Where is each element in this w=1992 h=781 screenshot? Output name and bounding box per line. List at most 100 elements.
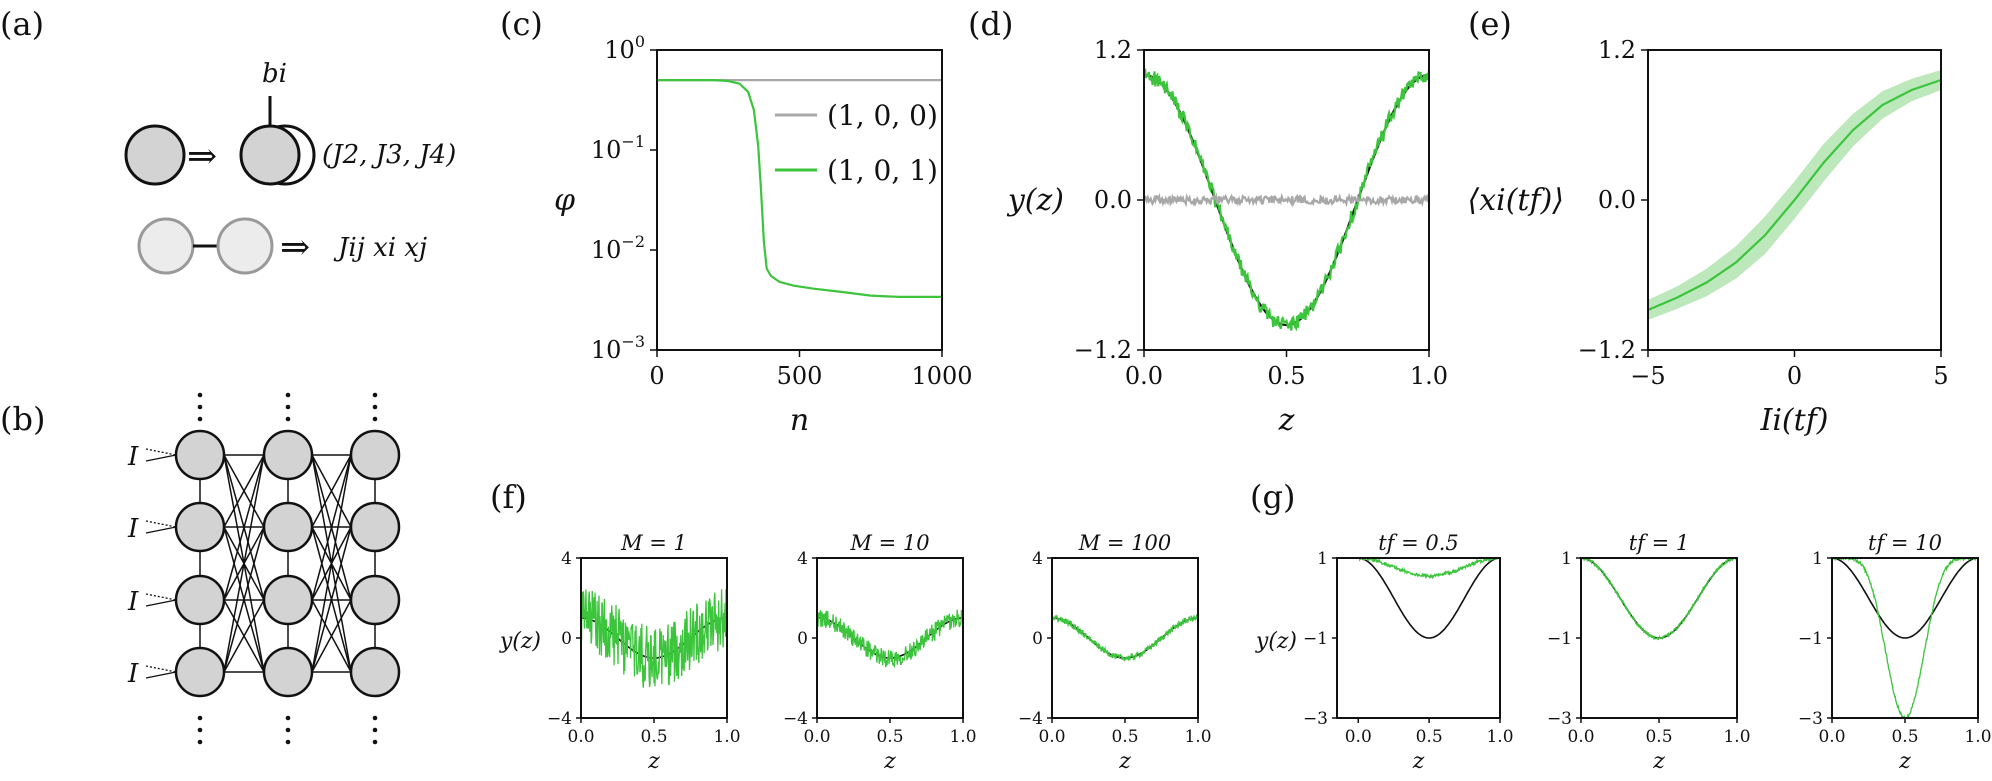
chart-d: 0.0 0.5 1.0−1.20.01.2zy(z) xyxy=(1006,36,1448,438)
x-tick-label: 1000 xyxy=(911,362,972,390)
x-axis-label: z xyxy=(1118,749,1131,774)
x-axis-label: z xyxy=(647,749,660,774)
network-edge xyxy=(311,599,352,673)
input-label: I xyxy=(127,659,139,689)
ellipsis-dot xyxy=(372,404,378,410)
input-arrow xyxy=(145,526,177,534)
y-tick-label: 10−1 xyxy=(591,132,645,164)
network-node xyxy=(262,501,314,553)
ellipsis-dot xyxy=(285,727,291,733)
ellipsis-dot xyxy=(197,715,203,721)
series-target xyxy=(1358,558,1500,639)
x-tick-label: 0.0 xyxy=(1567,727,1594,747)
x-tick-label: 0.5 xyxy=(1645,727,1672,747)
x-tick-label: 500 xyxy=(777,362,823,390)
diagram-b: I I I I xyxy=(127,392,401,745)
plot-area xyxy=(1648,70,1941,320)
axes-frame xyxy=(656,49,943,351)
axes-frame xyxy=(816,557,964,719)
series-output xyxy=(1358,558,1500,580)
panel-label-d: (d) xyxy=(968,5,1013,43)
input-arrow xyxy=(145,448,177,456)
y-tick-label: 100 xyxy=(604,32,645,64)
ellipsis-dot xyxy=(285,715,291,721)
ellipsis-dot xyxy=(197,392,203,398)
ellipsis-dot xyxy=(285,392,291,398)
x-tick-label: 1.0 xyxy=(1184,727,1211,747)
chart-g2: 0.0 0.5 1.0 1 −1 −3 z tf = 1 xyxy=(1547,531,1751,774)
y-axis-label: φ xyxy=(554,183,575,218)
series-output xyxy=(581,589,727,688)
series-target xyxy=(1832,558,1978,639)
legend-label: (1, 0, 1) xyxy=(827,154,938,187)
node-biased xyxy=(239,124,301,186)
y-tick-exponent: 0 xyxy=(635,32,645,51)
x-axis-label: z xyxy=(1898,749,1911,774)
network-edge xyxy=(311,526,352,673)
y-tick-label: 4 xyxy=(1032,549,1043,569)
ellipsis-dot xyxy=(197,739,203,745)
x-axis-label: z xyxy=(1652,749,1665,774)
y-tick-label: 1 xyxy=(1561,549,1572,569)
series-output xyxy=(817,609,963,669)
series-output xyxy=(1832,558,1978,718)
x-tick-label: 1.0 xyxy=(1410,362,1448,390)
network-edge xyxy=(223,526,265,673)
input-arrow xyxy=(145,520,177,528)
input-arrow xyxy=(145,599,177,607)
x-tick-label: 0.0 xyxy=(1038,727,1065,747)
series-trained xyxy=(1144,68,1429,332)
panel-label-e: (e) xyxy=(1468,5,1512,43)
x-tick-label: 0.5 xyxy=(1891,727,1918,747)
implies-arrow-icon: ⇒ xyxy=(187,136,217,177)
input-arrow xyxy=(145,454,177,462)
series-target xyxy=(1581,558,1737,639)
ellipsis-dot xyxy=(285,404,291,410)
ellipsis-dot xyxy=(372,416,378,422)
series--1-0-1- xyxy=(657,79,942,298)
y-tick-label: −1 xyxy=(1798,629,1823,649)
input-label: I xyxy=(127,442,139,472)
chart-f3: 0.0 0.5 1.0 4 0 −4 z M = 100 xyxy=(1018,531,1212,774)
network-node xyxy=(174,646,226,698)
ellipsis-dot xyxy=(197,727,203,733)
network-edge xyxy=(223,454,265,601)
x-axis-label: n xyxy=(790,403,809,438)
diagram-a: ⇒ bi (J2, J3, J4) ⇒ Jij xi xj xyxy=(124,59,456,275)
y-tick-label: −1.2 xyxy=(1578,336,1636,364)
pair-label: Jij xi xj xyxy=(333,233,427,263)
x-tick-label: 0.5 xyxy=(1267,362,1305,390)
y-tick-label: 0.0 xyxy=(1598,186,1636,214)
x-tick-label: 0 xyxy=(649,362,664,390)
x-tick-label: 1.0 xyxy=(949,727,976,747)
y-tick-label: 1 xyxy=(1812,549,1823,569)
ellipsis-dot xyxy=(197,404,203,410)
confidence-band xyxy=(1648,70,1941,320)
y-tick-label: −3 xyxy=(1547,709,1572,729)
legend-label: (1, 0, 0) xyxy=(827,99,938,132)
network-node xyxy=(262,429,314,481)
network-edge xyxy=(223,454,265,528)
network-node xyxy=(174,501,226,553)
y-axis-label: y(z) xyxy=(1006,183,1064,218)
chart-title: tf = 1 xyxy=(1629,531,1690,555)
plot-area xyxy=(1832,558,1978,718)
y-tick-label: 1.2 xyxy=(1598,36,1636,64)
x-tick-label: 0.5 xyxy=(640,727,667,747)
series-output xyxy=(1581,558,1737,641)
y-tick-label: 10−3 xyxy=(591,332,645,364)
x-tick-label: 5 xyxy=(1933,362,1948,390)
x-tick-label: 0.5 xyxy=(1111,727,1138,747)
x-axis-label: z xyxy=(1278,403,1295,438)
chart-title: M = 1 xyxy=(620,531,687,555)
node-single xyxy=(124,124,186,186)
y-tick-label: −4 xyxy=(1018,709,1043,729)
y-tick-label: 1.2 xyxy=(1094,36,1132,64)
panel-label-b: (b) xyxy=(0,400,45,438)
x-tick-label: 1.0 xyxy=(713,727,740,747)
chart-e: −5 0 5 −1.2 0.0 1.2 Ii(tf) ⟨xi(tf)⟩ xyxy=(1468,36,1949,438)
x-axis-label: z xyxy=(883,749,896,774)
chart-title: M = 10 xyxy=(849,531,929,555)
ellipsis-dot xyxy=(285,416,291,422)
